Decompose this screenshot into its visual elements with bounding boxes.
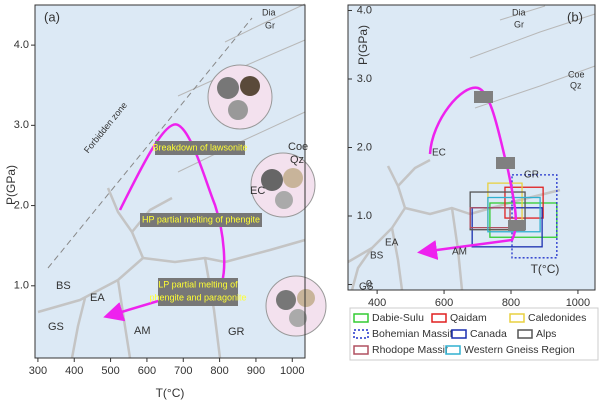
y-tick-label: 4.0 [357,4,372,16]
x-tick-label: 700 [174,365,192,377]
annotation: EC [250,185,265,197]
y-tick-label: 0 [366,278,372,290]
x-tick-label: 800 [210,365,228,377]
x-tick-label: 600 [435,297,453,309]
y-tick-label: 1.0 [357,210,372,222]
legend-label: Caledonides [528,312,586,324]
legend-swatch [353,345,369,355]
legend-swatch [451,329,467,339]
y-tick-label: 2.0 [357,141,372,153]
annotation: GR [228,326,245,338]
legend-swatch [431,313,447,323]
annotation: Breakdown of lawsonite [152,142,247,152]
x-axis-label: T(°C) [531,262,560,276]
annotation: AM [134,325,151,337]
annotation: GS [359,282,374,293]
annotation: Gr [514,19,524,29]
y-tick-label: 4.0 [14,39,29,51]
x-tick-label: 500 [101,365,119,377]
plot-frame [34,4,306,359]
facies-boundaries [37,3,306,359]
legend [349,307,599,361]
annotation: EC [432,148,446,159]
x-tick-label: 300 [29,365,47,377]
pt-box [504,186,544,219]
x-tick-label: 1000 [280,365,304,377]
legend-swatch [445,345,461,355]
facies-boundaries [347,5,596,291]
pt-box [489,202,558,238]
x-tick-label: 800 [502,297,520,309]
panel-label: (b) [567,9,583,24]
annotation: GR [524,170,539,181]
legend-label: Alps [536,328,556,340]
annotation: Coe [568,69,585,79]
legend-label: Rhodope Massif [372,344,448,356]
annotation: BS [56,280,71,292]
annotation: BS [370,251,384,262]
legend-label: Bohemian Massif [372,328,453,340]
y-tick-label: 3.0 [357,73,372,85]
legend-label: Western Gneiss Region [464,344,575,356]
pt-box [469,207,511,229]
annotation: phengite and paragonite [149,292,246,302]
legend-swatch [517,329,533,339]
annotation: LP partial melting of [158,279,238,289]
x-axis-label: T(°C) [156,386,185,400]
annotation: Qz [290,154,304,166]
x-tick-label: 600 [138,365,156,377]
annotation: AM [452,247,467,258]
y-axis-label: P(GPa) [4,165,18,205]
legend-label: Canada [470,328,507,340]
legend-swatch [509,313,525,323]
annotation: Gr [265,20,275,30]
legend-label: Qaidam [450,312,487,324]
label-box [140,213,262,227]
y-tick-label: 1.0 [14,280,29,292]
annotation: EA [385,238,399,249]
y-axis-label: P(GPa) [356,25,370,65]
x-tick-label: 900 [247,365,265,377]
annotation: Coe [288,141,308,153]
y-tick-label: 3.0 [14,119,29,131]
mineral-inset [207,64,327,337]
x-tick-label: 1000 [566,297,590,309]
pt-path [417,86,518,260]
label-box [155,141,245,155]
legend-swatch [353,313,369,323]
panel-label: (a) [44,9,60,24]
label-box [158,278,238,306]
legend-swatch [353,329,369,339]
legend-label: Dabie-Sulu [372,312,424,324]
x-tick-label: 400 [65,365,83,377]
annotation: EA [90,292,105,304]
annotation: Qz [570,80,582,90]
annotation: Dia [512,7,526,17]
plot-background [348,5,595,290]
annotation: Dia [262,7,276,17]
annotation: HP partial melting of phengite [142,214,260,224]
pt-marker [474,91,525,231]
x-tick-label: 400 [368,297,386,309]
annotation: GS [48,321,64,333]
y-tick-label: 2.0 [14,199,29,211]
